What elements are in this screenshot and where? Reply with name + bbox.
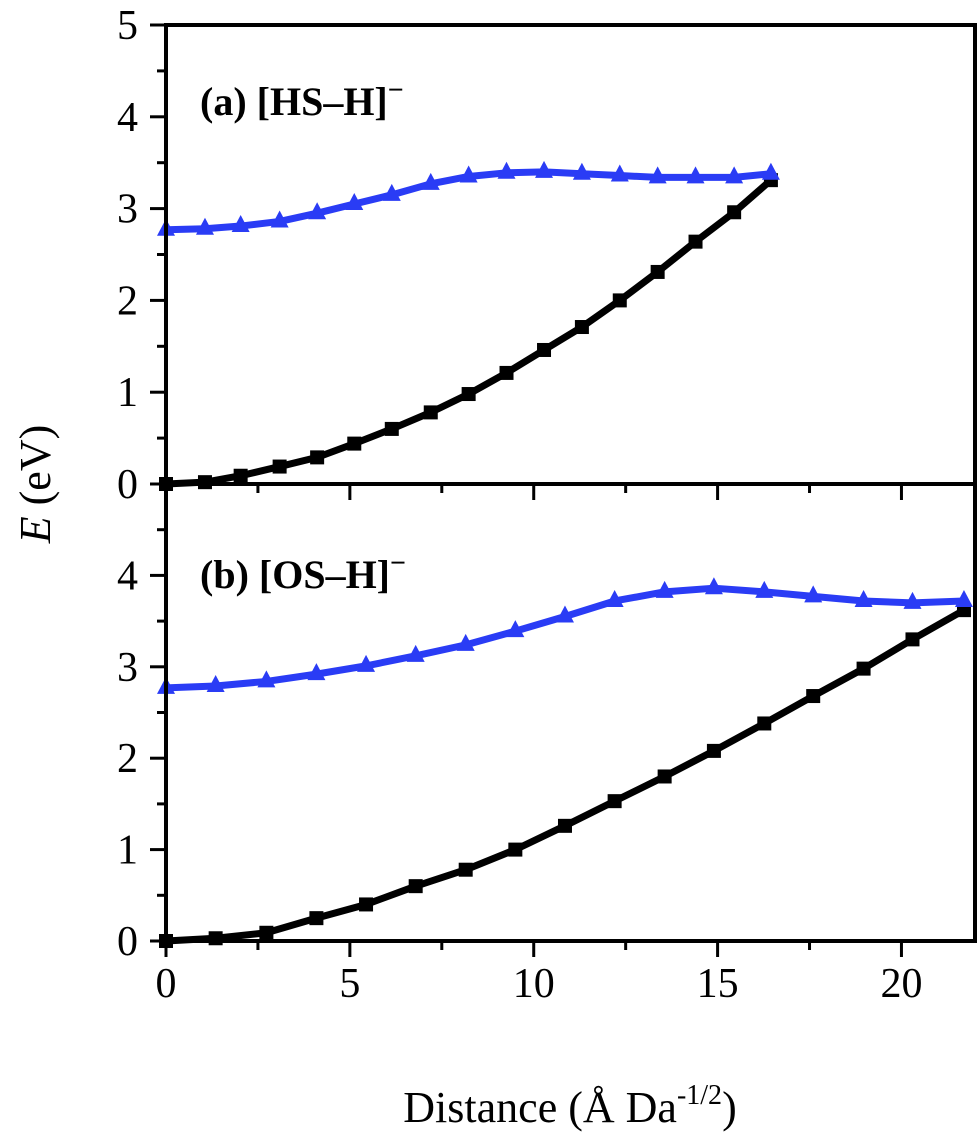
panel-1-y-tick-label: 0	[117, 919, 138, 965]
panel-b-label: (b) [OS–H]−	[200, 548, 406, 597]
panel-0-series-1-point	[270, 210, 289, 228]
panel-0-series-1-point	[686, 166, 705, 184]
panel-1-series-0-point	[408, 879, 423, 894]
panel-0-series-0-point	[384, 421, 399, 436]
panel-1-series-1-point	[954, 589, 973, 607]
panel-1-series-1-point	[357, 654, 376, 672]
panel-0-series-0-point	[423, 405, 438, 420]
panel-0-y-tick-label: 0	[117, 462, 138, 508]
panel-0-series-0-point	[650, 264, 665, 279]
panel-0-series-1-point	[421, 172, 440, 190]
panel-1-series-1-point	[456, 633, 475, 651]
panel-1-series-0-point	[657, 769, 672, 784]
panel-0-series-1-point	[497, 161, 516, 179]
x-tick-label: 15	[697, 961, 739, 1007]
panel-0-y-tick-label: 5	[117, 3, 138, 49]
panel-1-series-1-point	[605, 589, 624, 607]
panel-0-series-0-point	[499, 365, 514, 380]
panel-1-y-tick-label: 4	[117, 553, 138, 599]
panel-1-series-1-point	[655, 580, 674, 598]
panel-1-series-1-point	[257, 670, 276, 688]
panel-0-series-0-point	[574, 320, 589, 335]
panel-1-y-tick-label: 1	[117, 828, 138, 874]
panel-1-series-0-point	[359, 897, 374, 912]
panel-0-series-1-point	[382, 183, 401, 201]
panel-0-series-0-point	[347, 436, 362, 451]
y-axis-label: E (eV)	[11, 425, 60, 545]
x-tick-label: 20	[880, 961, 922, 1007]
panel-1-series-1-point	[307, 663, 326, 681]
panel-0-y-tick-label: 2	[117, 278, 138, 324]
panel-1-series-0-point	[309, 911, 324, 926]
panel-1-series-1-point	[506, 620, 525, 638]
panel-1-series-1-point	[903, 591, 922, 609]
panel-1-series-0-point	[607, 794, 622, 809]
panel-1-series-0-point	[706, 743, 721, 758]
panel-1-series-1-point	[206, 674, 225, 692]
panel-0-series-0-point	[537, 342, 552, 357]
panel-a-label: (a) [HS–H]−	[200, 75, 404, 124]
panel-1-series-0-point	[458, 862, 473, 877]
panel-0-series-0-point	[727, 205, 742, 220]
panel-1-series-0-point	[208, 931, 223, 946]
panel-1-series-1-point	[406, 644, 425, 662]
x-tick-label: 0	[156, 961, 177, 1007]
panel-0-y-tick-label: 3	[117, 187, 138, 233]
panel-0-series-1-point	[231, 215, 250, 233]
panel-0-series-1-point	[648, 166, 667, 184]
x-tick-label: 5	[339, 961, 360, 1007]
panel-0-series-1-point	[535, 160, 554, 178]
panel-0-series-0-point	[233, 468, 248, 483]
x-axis-label: Distance (Å Da-1/2)	[403, 1080, 736, 1132]
panel-1-series-1-point	[555, 605, 574, 623]
panel-0-series-1-point	[195, 217, 214, 235]
panel-1-series-1-point	[804, 585, 823, 603]
panel-0-series-0-point	[612, 293, 627, 308]
panel-1-series-0-point	[856, 661, 871, 676]
panel-1-series-0-point	[905, 632, 920, 647]
panel-0-series-1-point	[610, 164, 629, 182]
panel-1-series-0-line	[165, 607, 966, 945]
panel-1-series-0-point	[757, 716, 772, 731]
panel-0-series-1-point	[308, 202, 327, 220]
panel-1-series-0-point	[557, 818, 572, 833]
panel-0-series-1-point	[572, 162, 591, 180]
x-tick-label: 10	[513, 961, 555, 1007]
panel-1-y-tick-label: 2	[117, 736, 138, 782]
panel-0-series-0-point	[272, 459, 287, 474]
panel-0-series-0-point	[310, 450, 325, 465]
panel-1-series-1-line	[165, 584, 965, 692]
panel-1-series-1-point	[755, 580, 774, 598]
panel-1-series-0-point	[806, 689, 821, 704]
panel-0-series-1-point	[459, 165, 478, 183]
panel-1-series-1-point	[704, 577, 723, 595]
panel-0-series-1-point	[725, 166, 744, 184]
panel-1-y-tick-label: 3	[117, 645, 138, 691]
panel-0-series-1-point	[345, 193, 364, 211]
panel-1-series-0-point	[259, 925, 274, 940]
panel-0-series-0-point	[461, 387, 476, 402]
panel-1-series-1-point	[854, 589, 873, 607]
panel-1-series-0-point	[508, 842, 523, 857]
panel-0-y-tick-label: 1	[117, 370, 138, 416]
panel-0-series-0-point	[688, 234, 703, 249]
panel-0-y-tick-label: 4	[117, 95, 138, 141]
panel-0-series-1-point	[761, 162, 780, 180]
